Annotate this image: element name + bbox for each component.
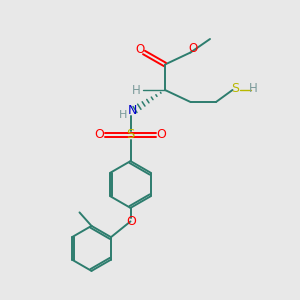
Text: H: H (249, 82, 258, 95)
Text: O: O (126, 215, 136, 228)
Text: O: O (95, 128, 104, 142)
Text: O: O (157, 128, 166, 142)
Text: O: O (188, 42, 197, 56)
Text: S: S (231, 82, 239, 95)
Text: S: S (126, 128, 135, 142)
Text: O: O (136, 43, 145, 56)
Text: H: H (119, 110, 127, 120)
Text: H: H (132, 83, 141, 97)
Text: N: N (127, 104, 137, 118)
